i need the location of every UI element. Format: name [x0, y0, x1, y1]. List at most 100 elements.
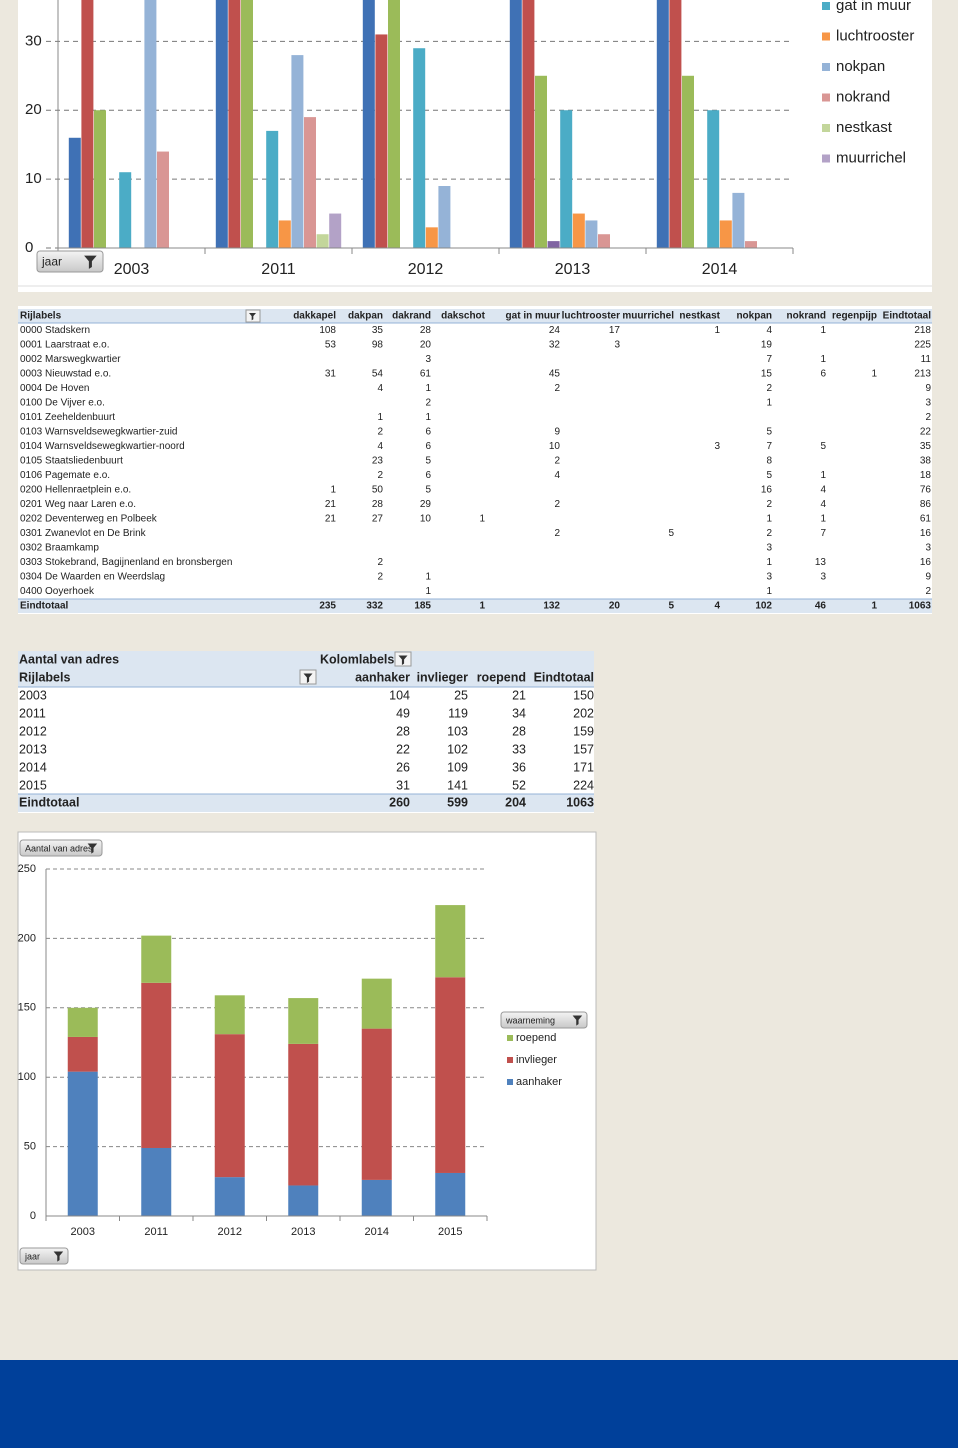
total-cell: 132: [543, 601, 560, 612]
y-tick-label: 250: [18, 863, 36, 875]
cell: 224: [573, 778, 594, 792]
total-row: [18, 794, 594, 812]
row-label: 2011: [19, 706, 46, 720]
cell: 2: [766, 499, 772, 510]
cell: 7: [766, 354, 772, 365]
bar: [375, 34, 388, 248]
cell: 17: [609, 325, 621, 336]
cell: 22: [920, 427, 932, 438]
bar-segment: [214, 1034, 245, 1178]
table2: Aantal van adres Kolomlabels Rijlabels aanh…: [18, 651, 594, 812]
row-label: 0101 Zeeheldenbuurt: [20, 412, 115, 423]
row-label: 0304 De Waarden en Weerdslag: [20, 572, 165, 583]
cell: 13: [815, 557, 827, 568]
bar: [572, 213, 585, 248]
cell: 1: [377, 412, 383, 423]
bar-segment: [435, 977, 466, 1173]
legend-label: nokpan: [836, 58, 885, 75]
cell: 35: [372, 325, 384, 336]
cell: 25: [454, 688, 468, 702]
top-chart: 010203020032011201220132014dakkapeldakpa…: [18, 0, 932, 287]
bar-segment: [435, 1172, 466, 1216]
total-cell: 204: [505, 795, 526, 809]
legend-label: luchtrooster: [836, 27, 914, 44]
cell: 1: [820, 354, 826, 365]
cell: 1: [766, 557, 772, 568]
total-cell: 1: [871, 601, 877, 612]
legend-swatch: [822, 32, 830, 41]
bar: [329, 213, 342, 248]
bar-segment: [67, 1036, 98, 1072]
row-label: 0100 De Vijver e.o.: [20, 398, 105, 409]
legend-label: nestkast: [836, 119, 893, 136]
y-tick-label: 10: [25, 170, 42, 187]
cell: 4: [377, 441, 383, 452]
legend-label: invlieger: [516, 1054, 557, 1066]
column-header: dakschot: [441, 311, 486, 322]
cell: 1: [766, 586, 772, 597]
cell: 202: [573, 706, 594, 720]
bar: [535, 75, 547, 249]
cell: 1: [871, 369, 877, 380]
bar: [438, 186, 451, 248]
cell: 1: [714, 325, 720, 336]
column-header: gat in muur: [506, 311, 561, 322]
cell: 9: [925, 383, 931, 394]
cell: 2: [925, 586, 931, 597]
total-cell: 1063: [566, 795, 594, 809]
total-cell: 185: [414, 601, 431, 612]
legend-swatch: [507, 1057, 513, 1063]
value-label: Aantal van adres: [19, 652, 119, 666]
bar: [228, 0, 241, 248]
cell: 24: [549, 325, 561, 336]
cell: 27: [372, 514, 384, 525]
filter-button-label: jaar: [24, 1251, 40, 1261]
total-cell: 599: [447, 795, 468, 809]
cell: 1: [425, 586, 431, 597]
filter-button[interactable]: [19, 839, 103, 857]
legend-swatch: [822, 93, 830, 102]
cell: 102: [447, 742, 468, 756]
cell: 52: [512, 778, 526, 792]
cell: 2: [554, 499, 560, 510]
cell: 218: [914, 325, 931, 336]
cell: 5: [668, 528, 674, 539]
bar: [656, 0, 669, 248]
table-area: [18, 306, 932, 614]
cell: 2: [377, 557, 383, 568]
column-header: Eindtotaal: [534, 670, 594, 684]
column-header: roepend: [477, 670, 526, 684]
total-cell: 5: [668, 601, 674, 612]
cell: 1: [766, 398, 772, 409]
cell: 11: [921, 354, 932, 365]
cell: 1: [820, 325, 826, 336]
cell: 3: [614, 340, 620, 351]
column-header: invlieger: [417, 670, 469, 684]
row-label: 0201 Weg naar Laren e.o.: [20, 499, 136, 510]
row-label: 2014: [19, 760, 47, 774]
cell: 36: [512, 760, 526, 774]
column-header: luchtrooster: [562, 311, 620, 322]
cell: 2: [554, 383, 560, 394]
row-label: 0301 Zwanevlot en De Brink: [20, 528, 147, 539]
bar: [291, 55, 304, 248]
cell: 61: [420, 369, 432, 380]
cell: 6: [820, 369, 826, 380]
column-header: nokrand: [787, 311, 826, 322]
total-cell: 4: [714, 601, 720, 612]
cell: 4: [377, 383, 383, 394]
x-tick-label: 2013: [555, 261, 591, 278]
cell: 33: [512, 742, 526, 756]
cell: 4: [820, 485, 826, 496]
legend-swatch: [822, 154, 830, 163]
cell: 5: [425, 485, 431, 496]
total-cell: 46: [815, 601, 827, 612]
bar: [157, 151, 169, 248]
bar: [278, 220, 291, 248]
filter-button[interactable]: [500, 1011, 588, 1029]
column-header: nokpan: [736, 311, 772, 322]
x-tick-label: 2011: [261, 261, 296, 278]
cell: 9: [925, 572, 931, 583]
bar-segment: [361, 1028, 392, 1180]
